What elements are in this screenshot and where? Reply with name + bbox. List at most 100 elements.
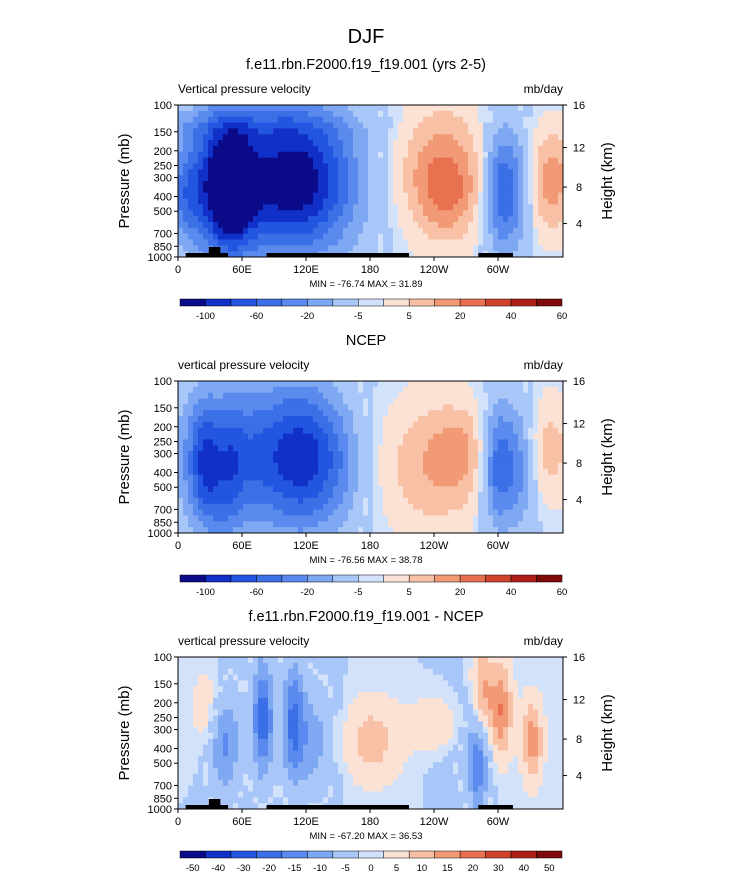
heatmap-cell [308,387,313,393]
heatmap-cell [453,451,458,457]
heatmap-cell [398,439,403,445]
heatmap-cell [223,715,228,721]
heatmap-cell [528,463,533,469]
heatmap-cell [188,404,193,410]
heatmap-cell [363,393,368,399]
heatmap-cell [413,146,418,152]
heatmap-cell [253,686,258,692]
heatmap-cell [258,199,263,205]
heatmap-cell [448,210,453,216]
heatmap-cell [333,245,338,251]
heatmap-cell [488,428,493,434]
heatmap-cell [408,463,413,469]
heatmap-cell [498,410,503,416]
heatmap-cell [218,439,223,445]
heatmap-cell [218,762,223,768]
heatmap-cell [318,475,323,481]
heatmap-cell [223,669,228,675]
heatmap-cell [213,210,218,216]
heatmap-cell [308,469,313,475]
heatmap-cell [513,222,518,228]
heatmap-cell [338,163,343,169]
heatmap-cell [258,175,263,181]
heatmap-cell [478,187,483,193]
heatmap-cell [508,387,513,393]
heatmap-cell [283,515,288,521]
heatmap-cells [178,381,563,533]
heatmap-cell [378,117,383,123]
heatmap-cell [503,445,508,451]
heatmap-cell [268,515,273,521]
heatmap-cell [443,216,448,222]
heatmap-cell [258,416,263,422]
heatmap-cell [353,234,358,240]
heatmap-cell [463,193,468,199]
heatmap-cell [483,222,488,228]
heatmap-cell [348,428,353,434]
heatmap-cell [323,163,328,169]
heatmap-cell [423,128,428,134]
heatmap-cell [243,117,248,123]
heatmap-cell [448,387,453,393]
heatmap-cell [508,510,513,516]
heatmap-cell [203,727,208,733]
heatmap-cell [323,797,328,803]
heatmap-cell [258,228,263,234]
heatmap-cell [288,169,293,175]
heatmap-cell [453,105,458,111]
heatmap-cell [238,469,243,475]
heatmap-cell [188,439,193,445]
heatmap-cell [328,745,333,751]
heatmap-cell [538,140,543,146]
heatmap-cell [258,692,263,698]
heatmap-cell [538,422,543,428]
heatmap-cell [268,751,273,757]
heatmap-cell [208,234,213,240]
heatmap-cell [458,521,463,527]
heatmap-cell [328,680,333,686]
heatmap-cell [443,152,448,158]
heatmap-cell [473,163,478,169]
heatmap-cell [268,428,273,434]
heatmap-cell [283,486,288,492]
colorbar-swatch [282,575,307,582]
heatmap-cell [483,228,488,234]
heatmap-cell [433,152,438,158]
heatmap-cell [543,451,548,457]
heatmap-cell [473,451,478,457]
heatmap-cell [488,228,493,234]
heatmap-cell [548,193,553,199]
heatmap-cell [183,199,188,205]
heatmap-cell [308,704,313,710]
heatmap-cell [268,245,273,251]
heatmap-cell [453,475,458,481]
heatmap-cell [468,222,473,228]
heatmap-cell [293,680,298,686]
heatmap-cell [358,527,363,533]
heatmap-cell [323,739,328,745]
heatmap-cell [448,486,453,492]
heatmap-cell [208,416,213,422]
heatmap-cell [378,439,383,445]
heatmap-cell [543,486,548,492]
heatmap-cell [538,163,543,169]
heatmap-cell [333,434,338,440]
heatmap-cell [213,134,218,140]
heatmap-cell [308,463,313,469]
heatmap-cell [283,510,288,516]
heatmap-cell [483,439,488,445]
heatmap-cell [403,123,408,129]
heatmap-cell [528,111,533,117]
heatmap-cell [543,175,548,181]
heatmap-cell [318,715,323,721]
heatmap-cell [278,463,283,469]
heatmap-cell [403,515,408,521]
heatmap-cell [378,492,383,498]
heatmap-cell [258,111,263,117]
y-tick-label: 100 [154,376,172,388]
heatmap-cell [433,387,438,393]
heatmap-cell [448,140,453,146]
heatmap-cell [343,428,348,434]
heatmap-cell [208,169,213,175]
heatmap-cell [203,204,208,210]
